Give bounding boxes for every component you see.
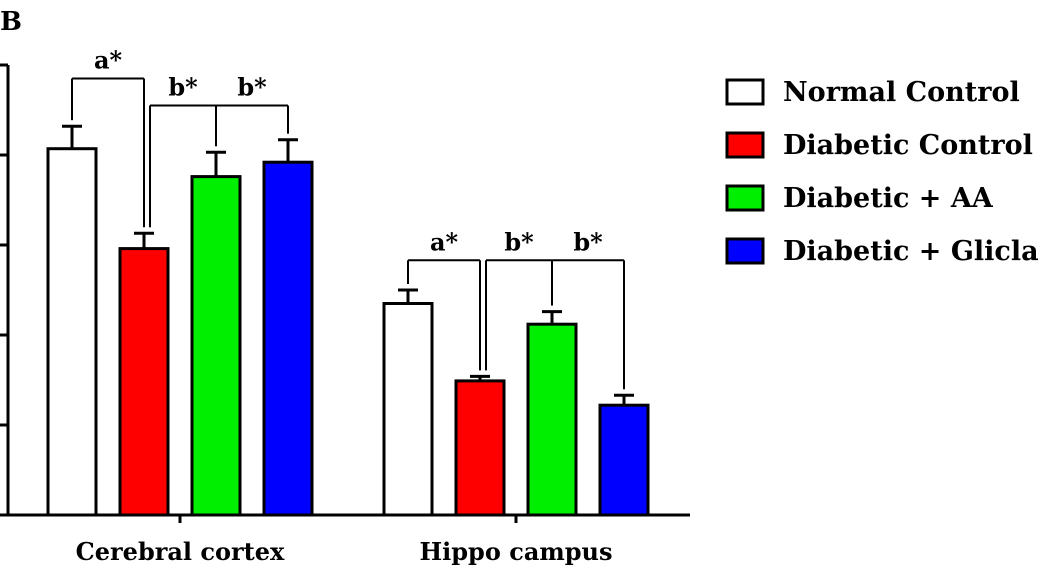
bars	[46, 124, 650, 517]
significance-label: b*	[168, 73, 198, 102]
bar-1-3	[598, 403, 650, 517]
legend: Normal Control Diabetic Control Diabetic +…	[725, 77, 1038, 267]
category-label: Hippo campus	[419, 537, 612, 566]
bar-1-2	[526, 322, 578, 517]
significance-label: b*	[573, 227, 603, 256]
bar-0-3	[262, 160, 314, 517]
legend-label-2: Diabetic + AA	[783, 183, 994, 214]
significance-label: a*	[430, 227, 459, 256]
bar-0-0	[46, 147, 98, 517]
bar-0-1	[118, 247, 170, 517]
legend-swatch-0	[725, 78, 765, 106]
significance-label: a*	[94, 46, 123, 75]
significance-label: b*	[237, 73, 267, 102]
legend-swatch-3	[725, 237, 765, 265]
category-labels: Cerebral cortex Hippo campus	[76, 537, 613, 566]
legend-label-1: Diabetic Control	[783, 130, 1033, 161]
bar-1-1	[454, 379, 506, 517]
category-label: Cerebral cortex	[76, 537, 285, 566]
legend-label-0: Normal Control	[783, 77, 1020, 108]
axes	[0, 63, 690, 523]
significance-brackets: a* b* b* a* b* b*	[71, 46, 625, 390]
legend-label-3: Diabetic + Gliclazide	[783, 236, 1038, 267]
legend-swatch-2	[725, 184, 765, 212]
panel-label: B	[0, 7, 22, 37]
bar-0-2	[190, 175, 242, 517]
significance-label: b*	[504, 227, 534, 256]
legend-swatch-1	[725, 131, 765, 159]
bar-1-0	[382, 302, 434, 517]
